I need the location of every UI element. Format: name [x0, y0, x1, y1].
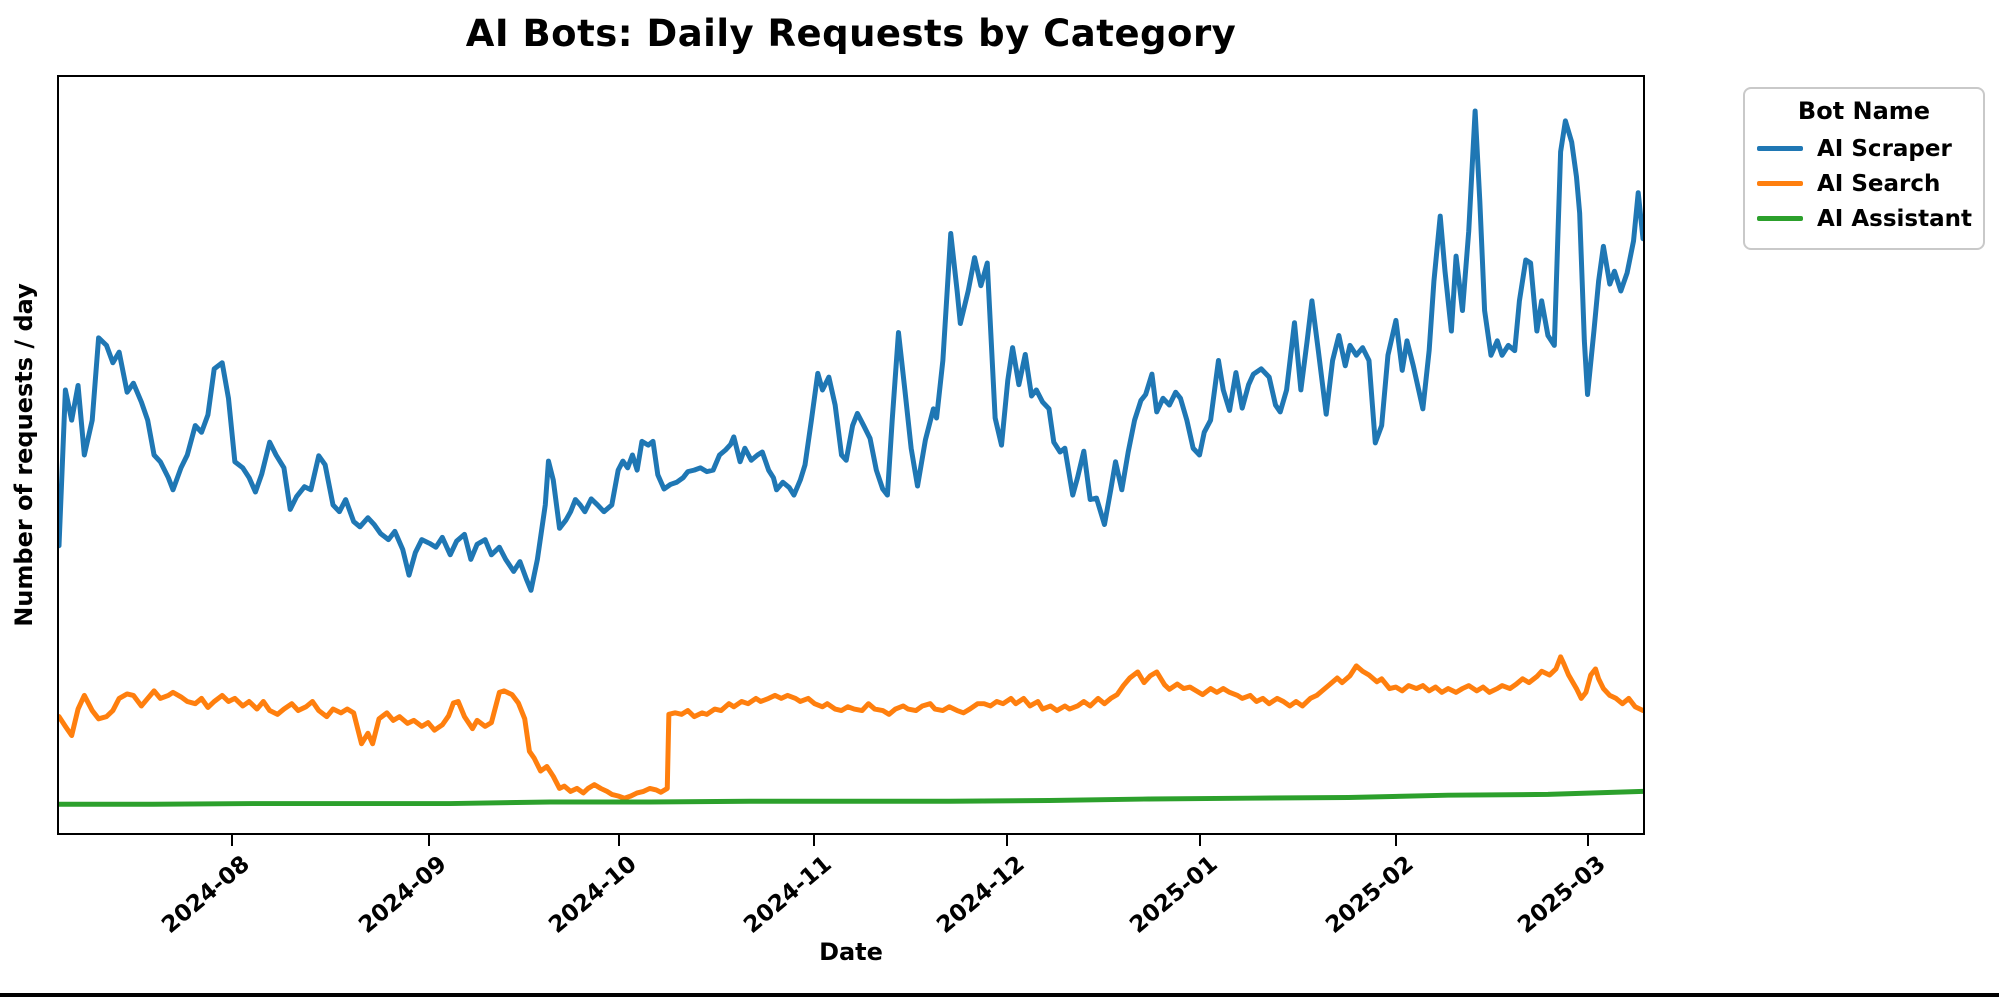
plot-area	[57, 75, 1645, 835]
x-tick-label: 2024-12	[931, 851, 1030, 939]
x-tick-mark	[1394, 835, 1397, 846]
legend-entry-ai-assistant: AI Assistant	[1757, 201, 1973, 236]
series-canvas	[59, 108, 1643, 807]
legend: Bot Name AI Scraper AI Search AI Assista…	[1743, 87, 1985, 250]
y-axis-label: Number of requests / day	[10, 283, 38, 627]
x-tick-label: 2024-11	[739, 851, 838, 939]
x-tick-label: 2025-01	[1125, 851, 1224, 939]
x-tick-mark	[1199, 835, 1202, 846]
x-tick-mark	[618, 835, 621, 846]
legend-label-ai-scraper: AI Scraper	[1817, 135, 1952, 162]
legend-entry-ai-scraper: AI Scraper	[1757, 131, 1971, 166]
x-tick-mark	[1586, 835, 1589, 846]
legend-line-swatch-ai-search	[1757, 181, 1803, 186]
series-line-ai-assistant	[59, 788, 1643, 807]
series-line-ai-scraper	[59, 108, 1643, 593]
x-tick-label: 2025-03	[1512, 851, 1611, 939]
series-line-ai-search	[59, 654, 1643, 801]
x-axis-label: Date	[819, 938, 883, 966]
window-bottom-border	[0, 993, 1999, 997]
x-tick-mark	[427, 835, 430, 846]
legend-entry-ai-search: AI Search	[1757, 166, 1971, 201]
legend-title: Bot Name	[1797, 97, 1931, 125]
legend-label-ai-search: AI Search	[1817, 170, 1941, 197]
x-tick-mark	[1005, 835, 1008, 846]
x-tick-mark	[230, 835, 233, 846]
x-tick-label: 2024-08	[156, 851, 255, 939]
x-tick-label: 2024-10	[544, 851, 642, 939]
x-tick-label: 2024-09	[353, 851, 452, 939]
x-tick-mark	[813, 835, 816, 846]
chart-title: AI Bots: Daily Requests by Category	[465, 12, 1237, 55]
legend-label-ai-assistant: AI Assistant	[1817, 205, 1973, 232]
legend-line-swatch-ai-assistant	[1757, 216, 1803, 221]
legend-line-swatch-ai-scraper	[1757, 146, 1803, 151]
x-tick-label: 2025-02	[1320, 851, 1419, 939]
